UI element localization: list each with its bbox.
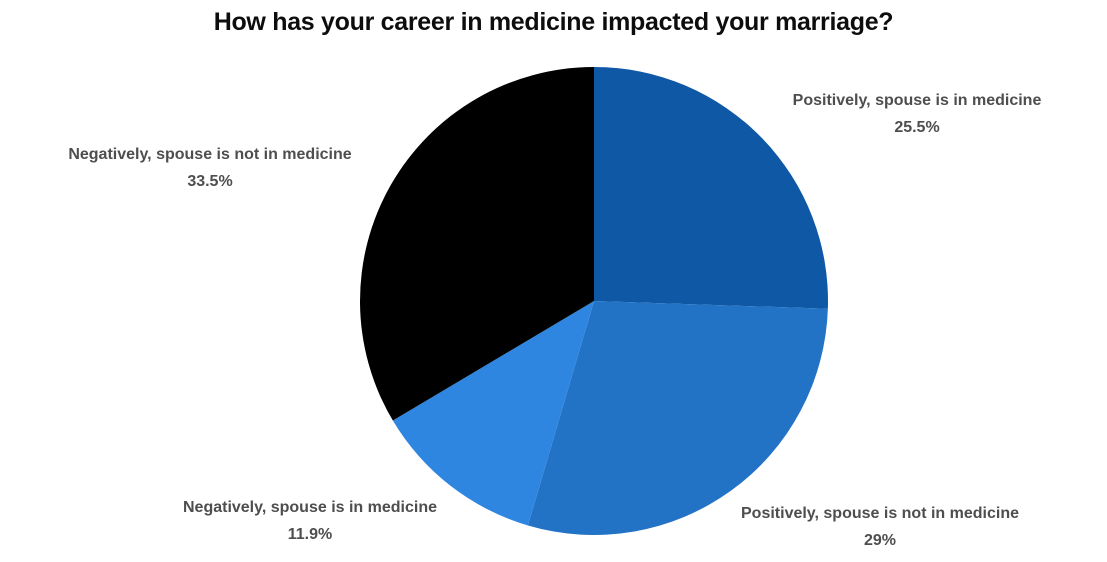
pie-slice-2[interactable] xyxy=(392,301,594,526)
slice-percent: 25.5% xyxy=(894,119,940,136)
slice-label-text: Negatively, spouse is in medicine xyxy=(182,499,437,516)
slice-percent: 29% xyxy=(863,532,897,549)
slice-label-positively-in-medicine: Positively, spouse is in medicine 25.5% xyxy=(737,87,1097,141)
chart-title: How has your career in medicine impacted… xyxy=(213,8,894,36)
slice-label-negatively-not-in-medicine: Negatively, spouse is not in medicine 33… xyxy=(30,141,390,195)
pie-slice-0[interactable] xyxy=(594,67,828,309)
slice-label-text: Positively, spouse is not in medicine xyxy=(741,505,1019,522)
slice-label-positively-not-in-medicine: Positively, spouse is not in medicine 29… xyxy=(700,500,1060,554)
slice-label-text: Negatively, spouse is not in medicine xyxy=(68,146,352,163)
slice-percent: 11.9% xyxy=(287,526,333,543)
slice-label-negatively-in-medicine: Negatively, spouse is in medicine 11.9% xyxy=(130,494,490,548)
pie-chart xyxy=(360,67,828,535)
slice-percent: 33.5% xyxy=(187,173,233,190)
pie-slice-3[interactable] xyxy=(360,67,594,421)
pie-slice-1[interactable] xyxy=(527,301,828,535)
slice-label-text: Positively, spouse is in medicine xyxy=(792,92,1042,109)
